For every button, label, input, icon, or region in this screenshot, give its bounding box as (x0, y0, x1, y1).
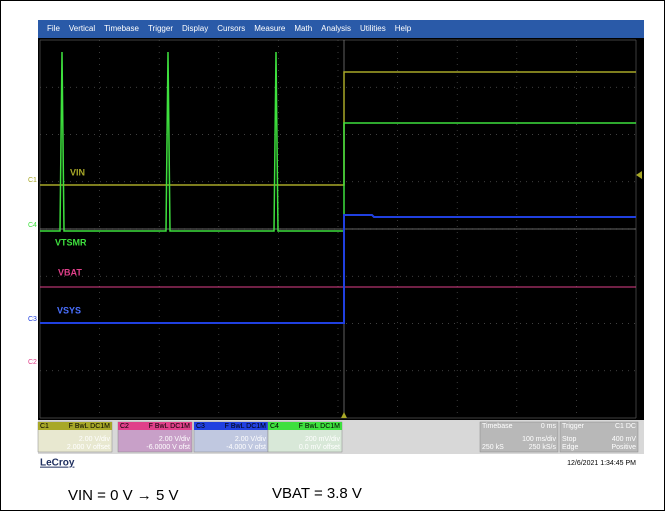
timebase-panel (479, 421, 559, 453)
channel-name: C3 (196, 423, 205, 430)
channel-marker: C4 (28, 222, 37, 229)
channel-flags: F BwL DC1M (225, 423, 267, 430)
trace-vsys (40, 214, 636, 324)
menu-item[interactable]: Analysis (321, 24, 351, 33)
channel-scale: 2.00 V/div (235, 436, 267, 443)
trigger-source: C1 DC (615, 423, 636, 430)
menu-item[interactable]: Trigger (148, 24, 173, 33)
trigger-level: 400 mV (612, 436, 636, 443)
caption-right: VBAT = 3.8 V (272, 485, 362, 502)
trace-label: VTSMR (55, 237, 87, 247)
menu-item[interactable]: Vertical (69, 24, 95, 33)
trigger-level-marker (636, 171, 642, 179)
channel-header (194, 422, 268, 430)
menu-item[interactable]: Display (182, 24, 208, 33)
caption-left: VIN = 0 V → 5 V (68, 487, 178, 504)
trigger-time-marker (341, 412, 347, 418)
channel-scale: 2.00 V/div (159, 436, 191, 443)
channel-marker: C1 (28, 177, 37, 184)
trace-label: VSYS (57, 305, 81, 315)
menu-item[interactable]: Cursors (217, 24, 245, 33)
channel-header (118, 422, 192, 430)
timestamp: 12/6/2021 1:34:45 PM (567, 460, 636, 467)
channel-flags: F BwL DC1M (299, 423, 341, 430)
channel-name: C4 (270, 423, 279, 430)
trace-label: VBAT (58, 267, 82, 277)
menu-item[interactable]: File (47, 24, 60, 33)
timebase-delay: 0 ms (541, 423, 557, 430)
menu-item[interactable]: Utilities (360, 24, 386, 33)
channel-scale: 200 mV/div (305, 436, 341, 443)
menu-item[interactable]: Measure (254, 24, 286, 33)
menu-bar (38, 20, 644, 38)
menu-item[interactable]: Math (294, 24, 312, 33)
channel-flags: F BwL DC1M (69, 423, 111, 430)
channel-header (38, 422, 112, 430)
trigger-type: Edge (562, 444, 578, 451)
grid (39, 39, 637, 419)
trigger-slope: Positive (611, 444, 636, 451)
trigger-mode: Stop (562, 436, 577, 443)
trigger-label: Trigger (562, 423, 585, 430)
menu: File Vertical Timebase Trigger Display Cursor… (47, 24, 412, 33)
timebase-per_div: 100 ms/div (522, 436, 556, 443)
channel-offset: 0.0 mV offset (299, 444, 340, 451)
menu-item[interactable]: Timebase (104, 24, 139, 33)
channel-header (268, 422, 342, 430)
channel-marker: C2 (28, 359, 37, 366)
channel-marker: C3 (28, 316, 37, 323)
timebase-rate: 250 kS/s (529, 444, 557, 451)
channel-offset: 2.000 V offset (67, 444, 110, 451)
channel-offset: -6.0000 V ofst (146, 444, 190, 451)
trigger-panel (559, 421, 639, 453)
brand: LeCroy (40, 458, 75, 469)
channel-flags: F BwL DC1M (149, 423, 191, 430)
channel-offset: -4.000 V ofst (226, 444, 266, 451)
trace-label: VIN (70, 167, 85, 177)
channel-name: C1 (40, 423, 49, 430)
channel-scale: 2.00 V/div (79, 436, 111, 443)
timebase-label: Timebase (482, 423, 513, 430)
timebase-samples: 250 kS (482, 444, 504, 451)
channel-name: C2 (120, 423, 129, 430)
menu-item[interactable]: Help (395, 24, 412, 33)
